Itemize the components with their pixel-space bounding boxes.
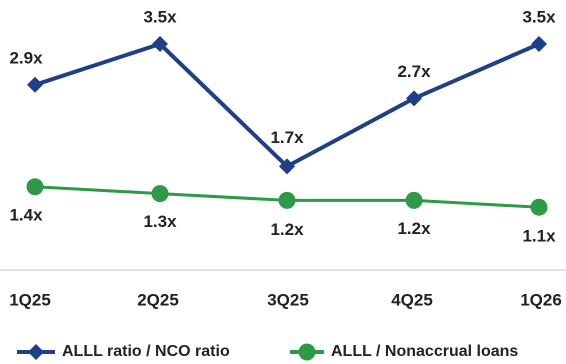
legend-swatch-marker	[298, 343, 316, 361]
data-label: 2.7x	[397, 62, 431, 81]
legend: ALLL ratio / NCO ratio ALLL / Nonaccrual …	[17, 343, 518, 361]
series-2: 1.4x 1.3x 1.2x 1.2x 1.1x	[9, 178, 556, 246]
x-tick-label: 4Q25	[391, 290, 433, 309]
data-label: 1.1x	[522, 227, 556, 246]
data-point	[152, 36, 168, 52]
data-label: 1.4x	[9, 205, 43, 224]
data-label: 3.5x	[143, 7, 177, 26]
series-layer: 2.9x 3.5x 1.7x 2.7x 3.5x 1.4x 1.3x 1.2x 1.2x 1.1x	[9, 7, 556, 245]
data-point	[406, 90, 422, 107]
data-point	[26, 178, 44, 196]
legend-label: ALLL ratio / NCO ratio	[62, 343, 230, 360]
x-axis-ticks: 1Q25 2Q25 3Q25 4Q25 1Q26	[9, 290, 562, 309]
data-point	[151, 185, 169, 203]
legend-item-2: ALLL / Nonaccrual loans	[290, 343, 518, 361]
x-tick-label: 3Q25	[267, 290, 309, 309]
data-point	[530, 198, 548, 216]
data-label: 1.7x	[270, 128, 304, 147]
data-point	[279, 158, 295, 175]
legend-label: ALLL / Nonaccrual loans	[331, 343, 518, 360]
x-tick-label: 2Q25	[137, 290, 179, 309]
data-point	[405, 191, 423, 209]
series-line	[34, 42, 540, 169]
legend-item-1: ALLL ratio / NCO ratio	[17, 343, 230, 360]
data-point	[531, 36, 547, 52]
data-label: 1.3x	[143, 212, 177, 231]
legend-swatch-marker	[28, 344, 44, 360]
x-tick-label: 1Q25	[9, 290, 51, 309]
data-label: 2.9x	[9, 48, 43, 67]
data-point	[27, 76, 43, 93]
data-point	[278, 191, 296, 209]
data-label: 1.2x	[270, 220, 304, 239]
x-tick-label: 1Q26	[520, 290, 562, 309]
series-1: 2.9x 3.5x 1.7x 2.7x 3.5x	[9, 7, 556, 175]
data-label: 3.5x	[522, 7, 556, 26]
data-label: 1.2x	[397, 219, 431, 238]
